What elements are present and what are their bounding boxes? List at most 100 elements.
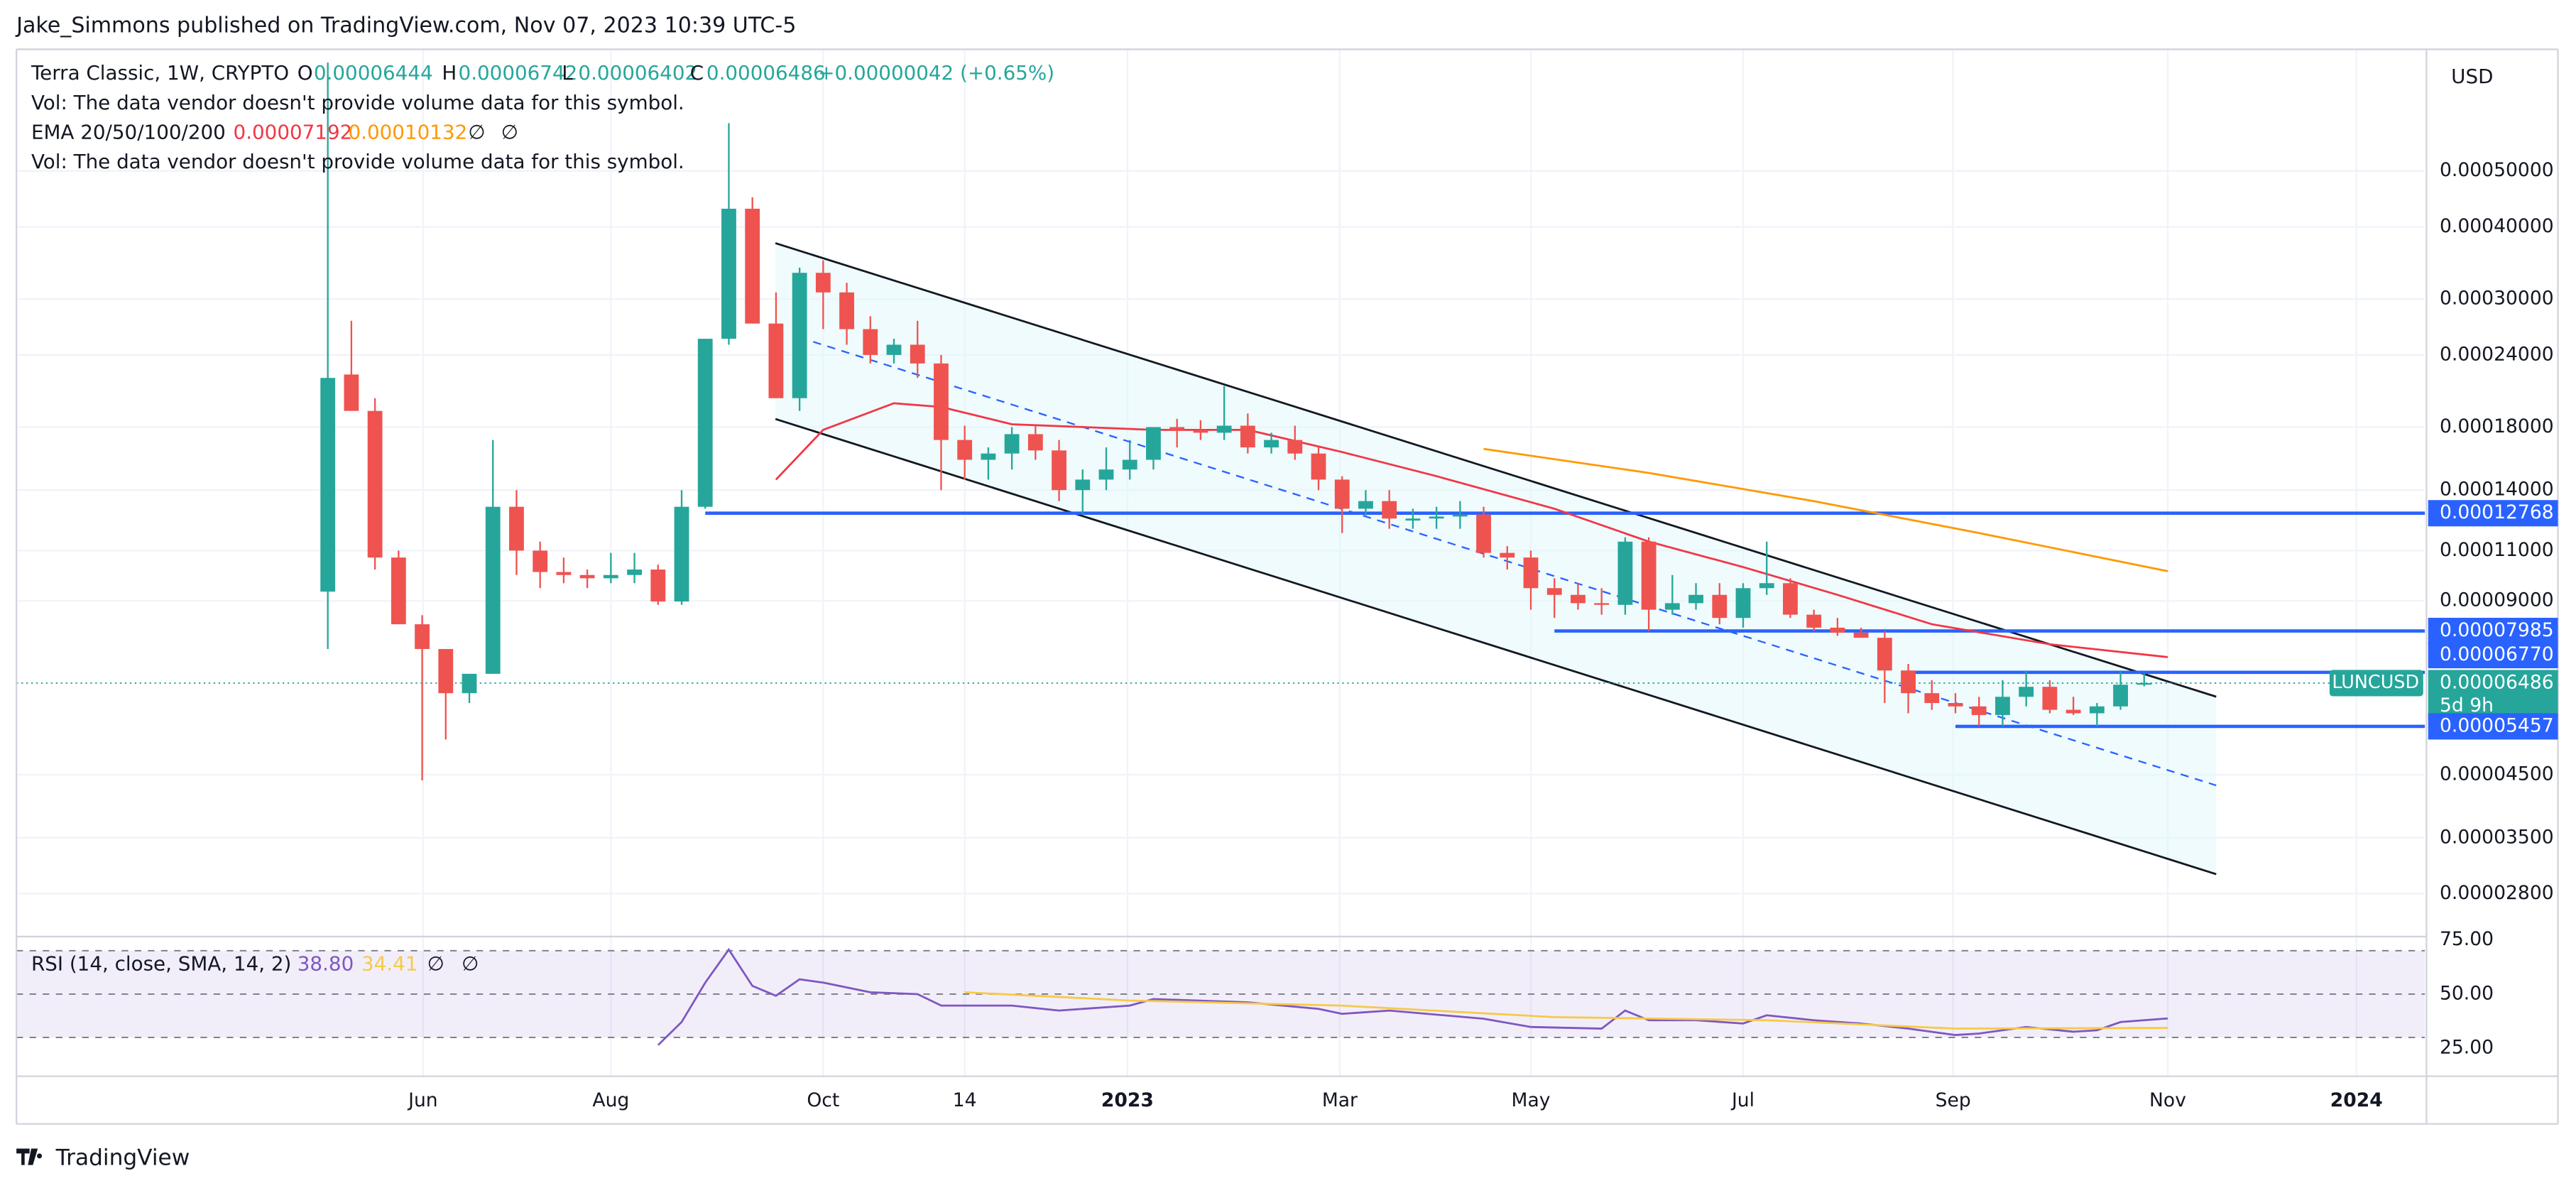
candle-body bbox=[957, 440, 973, 460]
y-tick-label: 0.00014000 bbox=[2440, 479, 2554, 501]
candle-body bbox=[1193, 430, 1208, 433]
candle-body bbox=[1688, 594, 1703, 604]
current-price: 0.00006486 bbox=[2440, 671, 2554, 693]
candle-body bbox=[462, 673, 477, 694]
indicator[interactable]: EMA 20/50/100/200 bbox=[31, 120, 226, 143]
empty-mark: ∅ bbox=[427, 952, 444, 975]
channel-lower bbox=[775, 418, 2217, 876]
candle-body bbox=[344, 374, 359, 411]
candle-body bbox=[839, 292, 854, 329]
candle-body bbox=[650, 570, 666, 602]
candle-body bbox=[485, 506, 501, 674]
candle-body bbox=[391, 557, 406, 625]
candle-body bbox=[1641, 541, 1657, 610]
candle-body bbox=[603, 574, 618, 579]
x-tick-label: Sep bbox=[1936, 1089, 1971, 1111]
x-tick-label: Jul bbox=[1730, 1089, 1754, 1111]
candle-body bbox=[981, 453, 996, 460]
candle-body bbox=[1853, 632, 1869, 638]
legend: Terra Classic, 1W, CRYPTO O 0.00006444 H… bbox=[31, 61, 1054, 975]
x-tick-label: 2023 bbox=[1101, 1089, 1154, 1111]
candle-body bbox=[1311, 453, 1326, 480]
rsi-line bbox=[657, 947, 2168, 1046]
level-label: 0.00006770 bbox=[2440, 643, 2554, 665]
volume-note: Vol: The data vendor doesn't provide vol… bbox=[31, 150, 684, 173]
candle-body bbox=[2042, 687, 2058, 710]
candle-body bbox=[1429, 516, 1444, 519]
candle-body bbox=[1382, 501, 1397, 519]
rsi-value: 38.80 bbox=[298, 952, 354, 975]
ticker-badge bbox=[2329, 670, 2423, 697]
candle-body bbox=[556, 572, 572, 575]
candle-body bbox=[1712, 594, 1728, 618]
channel-upper bbox=[775, 242, 2217, 698]
ema-line bbox=[1483, 447, 2168, 572]
candle-body bbox=[1476, 514, 1491, 553]
channel-fill bbox=[775, 243, 2217, 875]
candle-body bbox=[2019, 687, 2034, 697]
price-badge bbox=[2428, 670, 2558, 719]
level-label: 0.00005457 bbox=[2440, 714, 2554, 736]
brand[interactable]: TradingView bbox=[16, 1145, 190, 1170]
level-badge bbox=[2428, 617, 2558, 645]
symbol[interactable]: Terra Classic, 1W, CRYPTO bbox=[31, 61, 289, 85]
ohlc-letter: H bbox=[442, 61, 457, 85]
ohlc-letter: O bbox=[298, 61, 313, 85]
candle-body bbox=[1546, 588, 1562, 595]
candle-body bbox=[886, 344, 902, 355]
candle-body bbox=[1334, 479, 1350, 509]
ohlc-letter: L bbox=[562, 61, 573, 85]
level-badge bbox=[2428, 500, 2558, 527]
candle-body bbox=[1971, 706, 1987, 715]
empty-mark: ∅ bbox=[501, 120, 518, 143]
candle-body bbox=[509, 506, 524, 551]
candle-body bbox=[367, 410, 383, 558]
rsi-line bbox=[964, 991, 2168, 1030]
candle-body bbox=[320, 378, 336, 592]
close-value: 0.00006486 bbox=[706, 61, 826, 85]
candle-body bbox=[1004, 434, 1020, 454]
rsi-title[interactable]: RSI (14, close, SMA, 14, 2) bbox=[31, 952, 291, 975]
candle-body bbox=[1240, 425, 1255, 448]
candle-body bbox=[438, 648, 454, 694]
candle-body bbox=[1806, 614, 1822, 628]
candle-body bbox=[1995, 697, 2010, 715]
y-tick-label: 0.00018000 bbox=[2440, 415, 2554, 437]
candle-body bbox=[1405, 518, 1421, 521]
currency[interactable]: USD bbox=[2451, 65, 2493, 88]
candle-body bbox=[1500, 552, 1515, 558]
candle-body bbox=[1169, 427, 1185, 430]
rsi-sma-value: 34.41 bbox=[361, 952, 417, 975]
candle-body bbox=[1027, 434, 1043, 451]
candle-body bbox=[745, 208, 760, 324]
candle-body bbox=[1571, 594, 1586, 604]
x-tick-label: Aug bbox=[592, 1089, 629, 1111]
y-tick-label: 0.00040000 bbox=[2440, 215, 2554, 237]
high-value: 0.00006742 bbox=[459, 61, 578, 85]
volume-note: Vol: The data vendor doesn't provide vol… bbox=[31, 91, 684, 114]
candle-body bbox=[579, 574, 595, 579]
candle-body bbox=[2136, 682, 2152, 685]
level-badge bbox=[2428, 642, 2558, 669]
candle-body bbox=[1523, 557, 1539, 589]
candle-body bbox=[2089, 706, 2105, 714]
empty-mark: ∅ bbox=[462, 952, 479, 975]
level-badge bbox=[2428, 713, 2558, 740]
candle-body bbox=[1287, 440, 1303, 454]
candle-body bbox=[415, 624, 430, 649]
rsi-tick-label: 25.00 bbox=[2440, 1037, 2494, 1059]
candle-body bbox=[1735, 588, 1751, 618]
level-label: 0.00007985 bbox=[2440, 619, 2554, 641]
empty-mark: ∅ bbox=[468, 120, 485, 143]
y-tick-label: 0.00003500 bbox=[2440, 826, 2554, 848]
frame bbox=[15, 48, 2559, 1125]
low-value: 0.00006402 bbox=[578, 61, 697, 85]
candle-body bbox=[2113, 685, 2128, 707]
publisher-line: Jake_Simmons published on TradingView.co… bbox=[15, 13, 796, 38]
y-tick-label: 0.00011000 bbox=[2440, 539, 2554, 561]
candle-body bbox=[1948, 703, 1963, 707]
candle-body bbox=[697, 339, 713, 507]
change: +0.00000042 (+0.65%) bbox=[818, 61, 1054, 85]
